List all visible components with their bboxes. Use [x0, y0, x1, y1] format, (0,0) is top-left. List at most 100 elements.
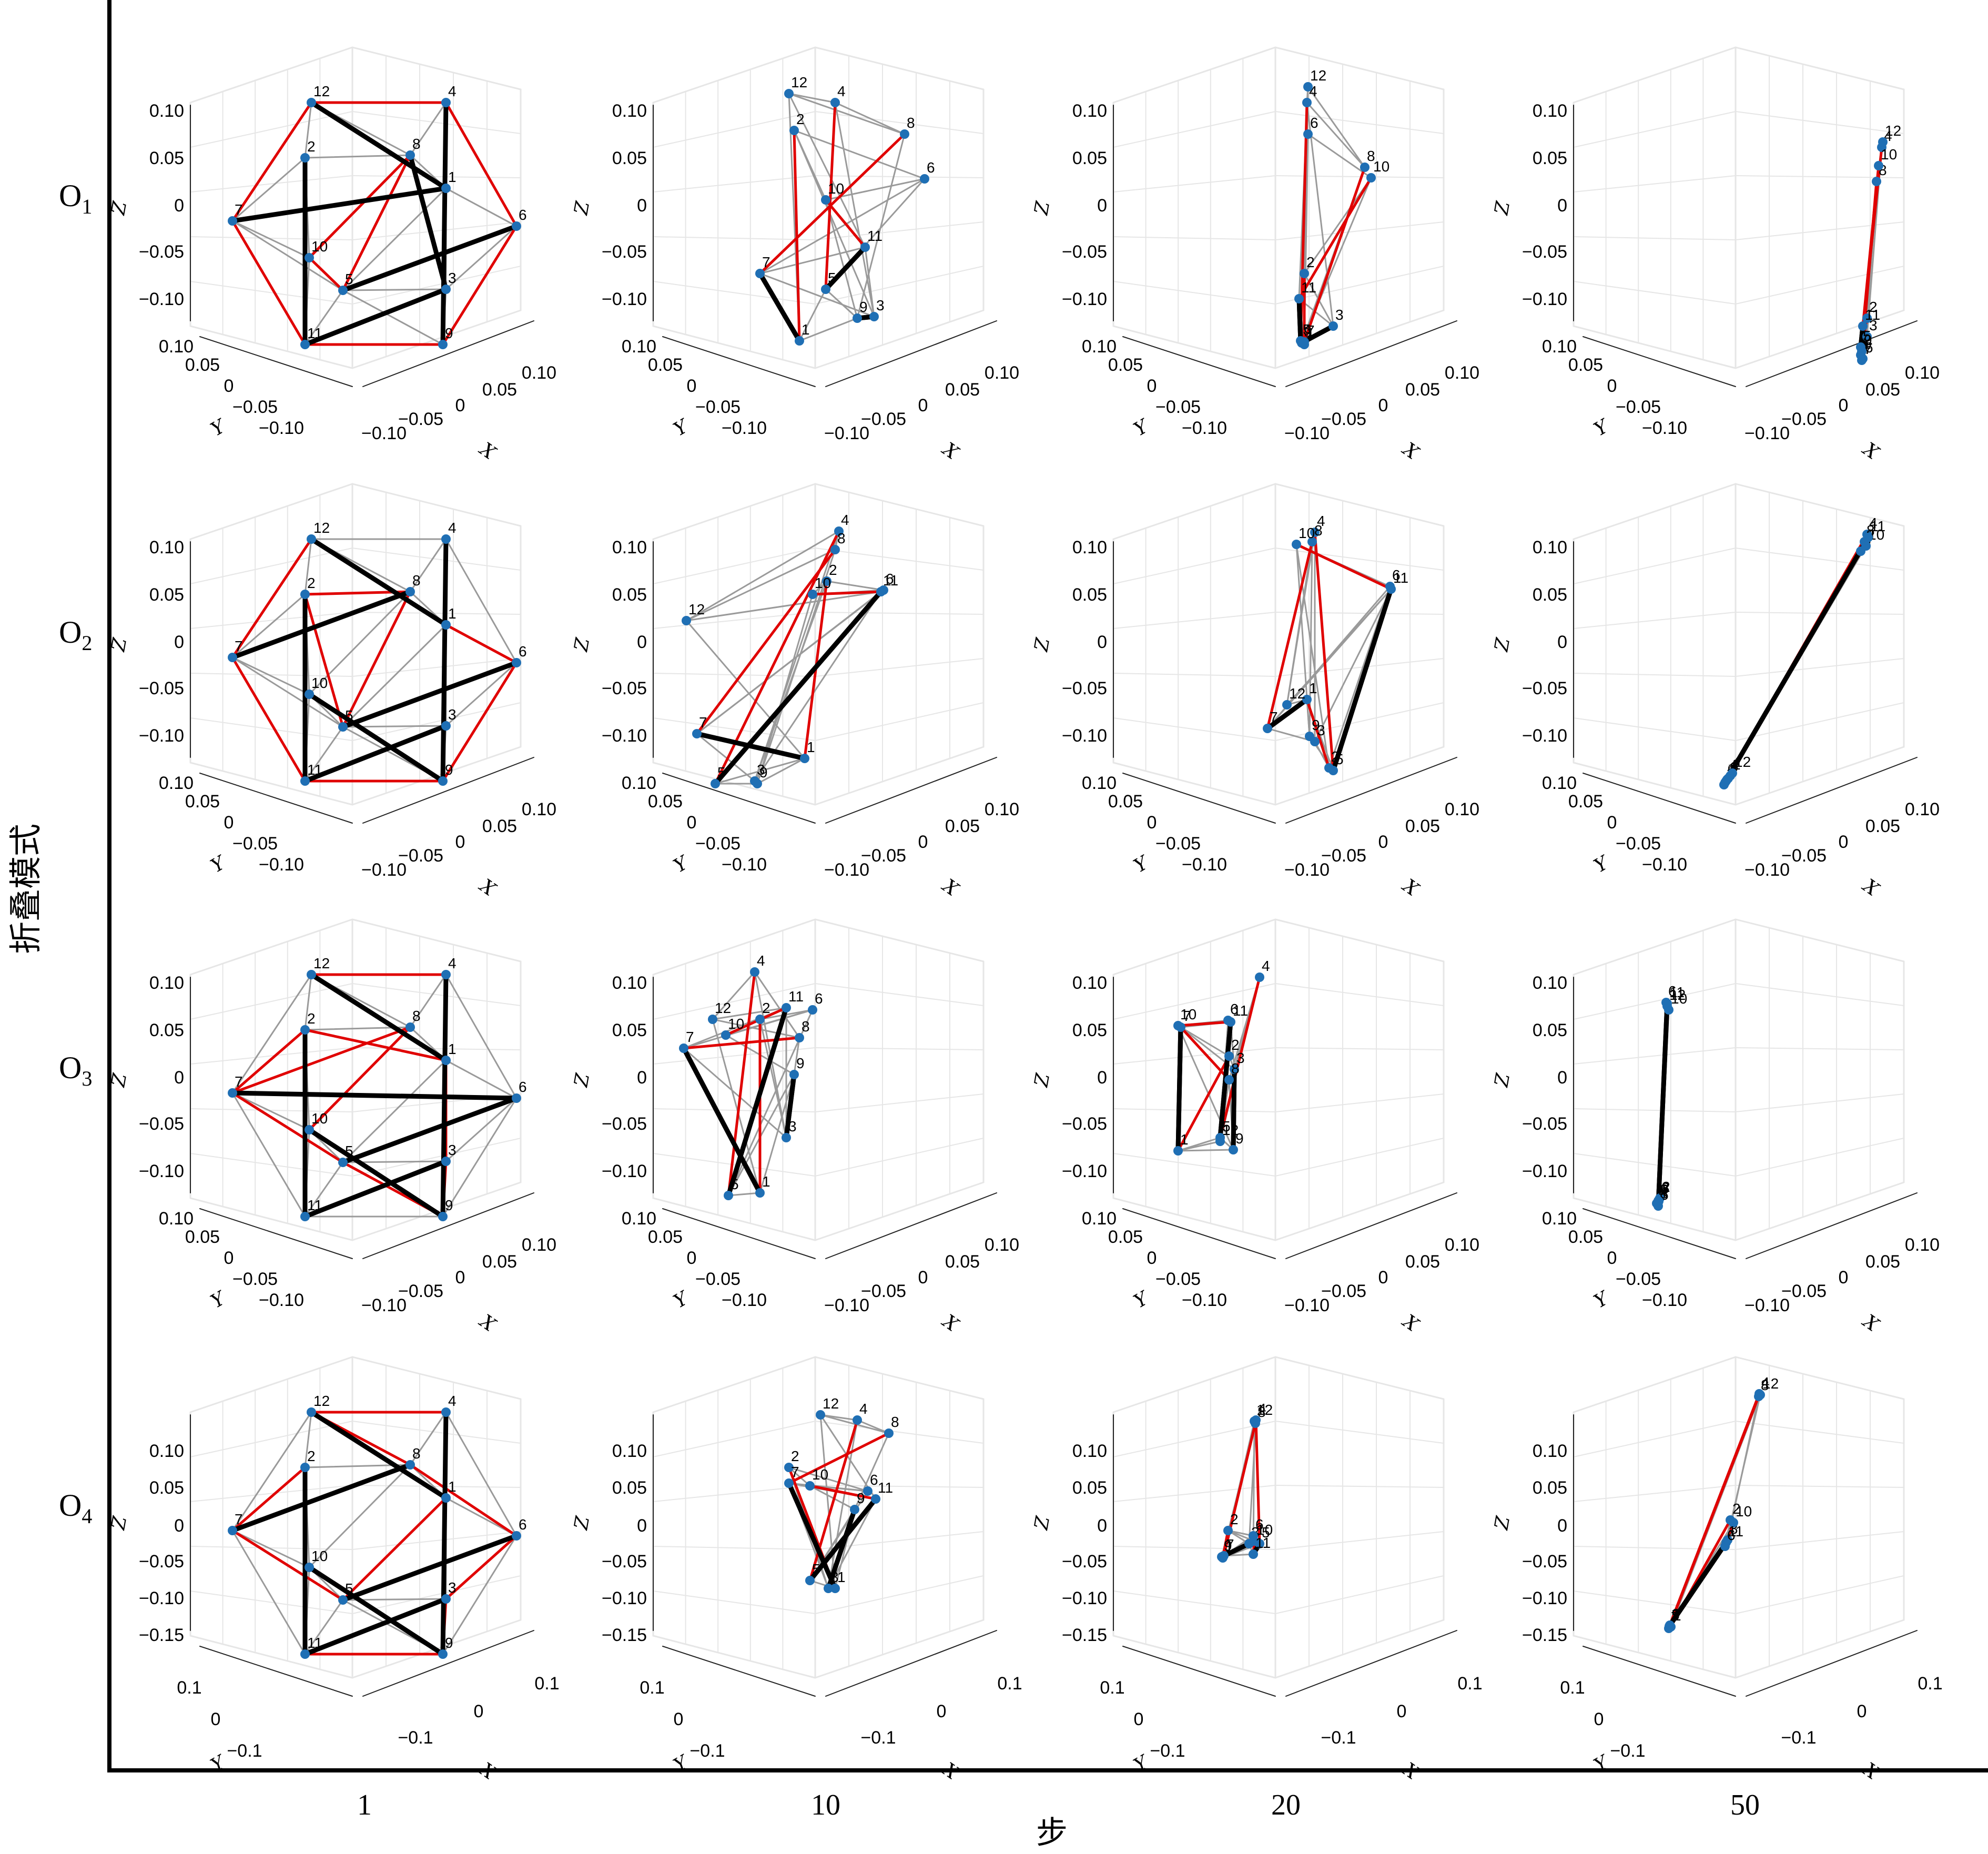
- x-tick-label: −0.05: [861, 1281, 906, 1301]
- grid-line: [653, 1546, 816, 1550]
- node-4: [834, 526, 844, 536]
- pane-grid: [652, 46, 985, 369]
- x-axis-line: [1285, 320, 1457, 387]
- x-axis-line: [825, 757, 997, 824]
- pane-edge: [652, 46, 816, 104]
- node-label: 8: [1367, 148, 1375, 164]
- pane-edge: [1112, 46, 1276, 104]
- node-9: [438, 340, 448, 349]
- black-edge: [230, 186, 449, 224]
- node-label: 8: [1231, 1060, 1240, 1077]
- red-edge: [1219, 976, 1261, 1139]
- grid-line: [1735, 1485, 1904, 1488]
- x-tick-label: 0.10: [522, 1235, 556, 1255]
- black-edge: [309, 1410, 449, 1501]
- z-tick-label: −0.10: [602, 726, 647, 746]
- grid-line: [653, 717, 816, 741]
- node-2: [300, 1025, 310, 1035]
- x-tick-label: 0.05: [1865, 1252, 1900, 1272]
- pane-grid: [1112, 483, 1445, 806]
- gray-edge: [788, 1466, 869, 1492]
- node-2: [784, 1463, 794, 1472]
- z-tick-label: 0.10: [1533, 973, 1567, 993]
- gray-edge: [231, 974, 312, 1094]
- grid-line: [1573, 236, 1736, 240]
- gray-edge: [308, 591, 411, 695]
- node-label: 12: [1222, 1122, 1239, 1138]
- node-label: 2: [307, 138, 316, 155]
- y-tick-label: −0.05: [1616, 1269, 1661, 1289]
- black-edge: [826, 1507, 857, 1591]
- grid-line: [653, 1153, 816, 1177]
- node-label: 10: [728, 1016, 744, 1032]
- node-11: [300, 1649, 310, 1659]
- grid-line: [653, 111, 816, 148]
- y-axis-name: Y: [207, 1287, 230, 1313]
- y-axis-name: Y: [1590, 852, 1614, 877]
- node-label: 12: [313, 83, 330, 99]
- grid-line: [190, 1108, 353, 1112]
- z-tick-label: −0.15: [602, 1625, 647, 1645]
- x-tick-label: −0.10: [1744, 423, 1790, 443]
- x-tick-label: 0.10: [522, 799, 556, 819]
- node-7: [679, 1043, 688, 1053]
- node-9: [438, 776, 448, 786]
- y-tick-label: 0: [1134, 1709, 1144, 1729]
- x-tick-label: −0.05: [398, 846, 443, 866]
- x-axis-name: X: [474, 1310, 500, 1336]
- x-tick-label: −0.10: [1744, 860, 1790, 880]
- red-edge: [308, 256, 344, 292]
- gray-edge: [825, 288, 858, 319]
- z-tick-label: 0.05: [1072, 1020, 1107, 1040]
- panel-r1-c1: 0.100.050−0.05−0.100.100.050−0.05−0.10 −0…: [107, 46, 556, 464]
- grid-line: [1735, 702, 1904, 741]
- node-label: 7: [1226, 1536, 1234, 1553]
- node-8: [405, 150, 415, 160]
- pane-edge: [351, 483, 522, 527]
- node-5: [338, 722, 348, 732]
- grid-line: [1735, 548, 1904, 571]
- z-tick-label: 0: [1097, 196, 1107, 216]
- grid-line: [815, 266, 984, 305]
- z-axis-name: Z: [1490, 1514, 1514, 1532]
- grid-line: [190, 673, 353, 677]
- x-axis-name: X: [1858, 1310, 1883, 1336]
- node-8: [1224, 1075, 1234, 1085]
- z-tick-label: −0.15: [1522, 1625, 1567, 1645]
- panel-r1-c4: 0.100.050−0.05−0.100.100.050−0.05−0.10 −0…: [1490, 46, 1940, 464]
- node-label: 1: [448, 169, 457, 185]
- y-axis-line: [199, 336, 353, 387]
- gray-edge: [714, 757, 806, 785]
- node-label: 11: [307, 325, 322, 341]
- z-tick-label: −0.10: [139, 1161, 184, 1181]
- grid-line: [815, 658, 984, 677]
- gray-edge: [231, 1092, 306, 1218]
- node-label: 1: [448, 1478, 457, 1495]
- node-label: 4: [448, 955, 457, 971]
- z-tick-label: 0.10: [1072, 538, 1107, 558]
- column-label-1: 1: [357, 1789, 372, 1821]
- y-axis-name: Y: [1130, 1287, 1153, 1313]
- pane-edge: [351, 918, 522, 963]
- red-edge: [808, 1484, 877, 1501]
- y-tick-label: −0.10: [722, 1290, 767, 1310]
- grid-line: [815, 548, 984, 571]
- node-label: 11: [307, 1635, 322, 1651]
- node-label: 9: [1672, 1606, 1680, 1622]
- pane-grid: [652, 483, 985, 806]
- axes-spines: [1113, 977, 1457, 1259]
- graph-edges: [1721, 533, 1871, 787]
- y-tick-label: 0.10: [159, 773, 194, 793]
- node-label: 8: [802, 1018, 810, 1035]
- pane-edge: [1274, 918, 1445, 963]
- node-label: 1: [762, 1173, 770, 1190]
- gray-edge: [304, 538, 312, 595]
- grid-line: [352, 1575, 521, 1614]
- axes-spines: [190, 105, 534, 387]
- node-label: 6: [870, 1472, 878, 1488]
- gray-edge: [308, 1464, 411, 1568]
- node-12: [1282, 700, 1292, 710]
- pane-edge: [652, 1356, 816, 1413]
- node-10: [1729, 1518, 1738, 1527]
